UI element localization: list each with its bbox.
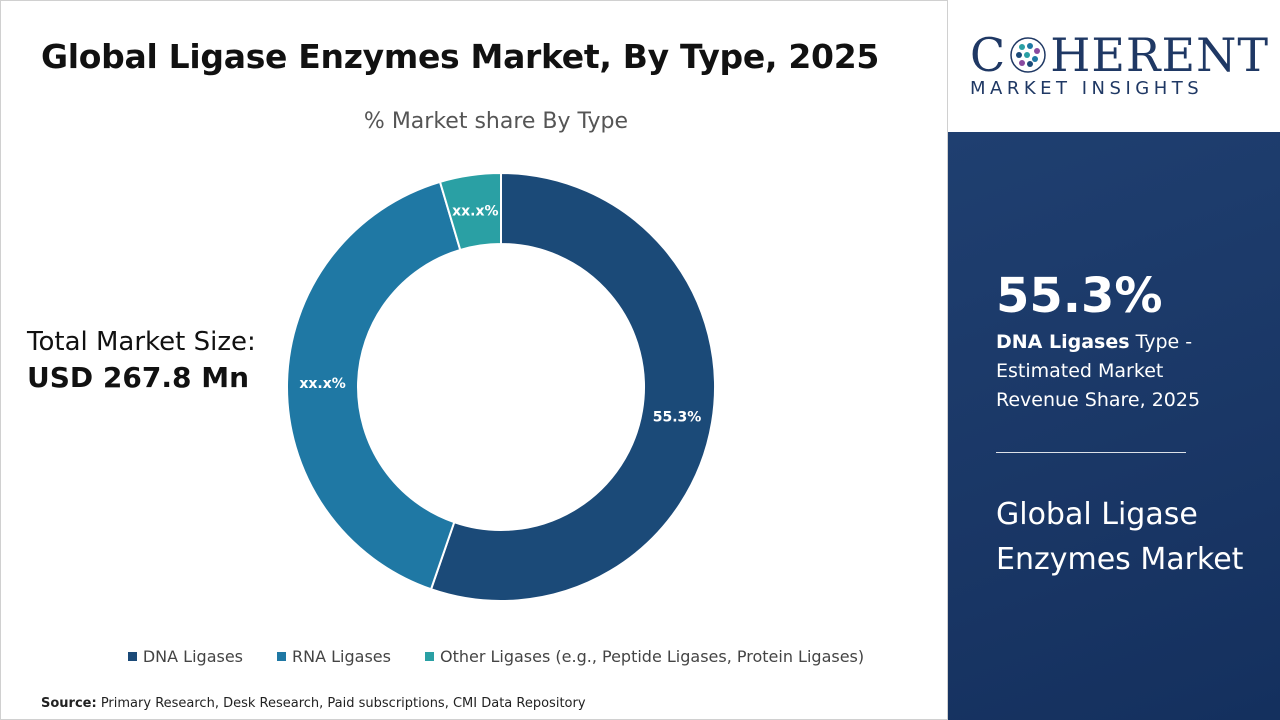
slice-label-rna: xx.x% <box>299 376 345 392</box>
logo-globe-icon <box>1010 37 1046 73</box>
donut-chart: 55.3% xx.x% xx.x% <box>286 171 716 602</box>
total-market-value: USD 267.8 Mn <box>27 361 250 394</box>
donut-slice-dna <box>429 171 716 602</box>
chart-title: Global Ligase Enzymes Market, By Type, 2… <box>41 37 880 76</box>
total-market-size: Total Market Size: USD 267.8 Mn <box>27 327 256 394</box>
legend-item-dna: DNA Ligases <box>127 647 244 666</box>
logo-letter-c: C <box>970 28 1007 82</box>
source-label: Source: <box>41 696 97 711</box>
highlight-description-text: Type - Estimated Market Revenue Share, 2… <box>996 331 1201 411</box>
highlight-percent: 55.3% <box>996 268 1163 324</box>
highlight-description: DNA Ligases Type - Estimated Market Reve… <box>996 328 1246 415</box>
donut-slice-rna <box>286 180 462 591</box>
logo-wordmark: C HERENT <box>970 28 1269 82</box>
source-note: Source: Primary Research, Desk Research,… <box>41 696 586 711</box>
chart-legend: DNA Ligases RNA Ligases Other Ligases (e.g… <box>1 647 991 666</box>
logo-tagline: MARKET INSIGHTS <box>970 78 1204 99</box>
total-market-label: Total Market Size: <box>27 327 256 357</box>
highlight-panel: 55.3% DNA Ligases Type - Estimated Marke… <box>948 132 1280 720</box>
side-panel: C HERENT MARKET INSIGHTS 55.3% DNA Ligas… <box>948 0 1280 720</box>
source-text: Primary Research, Desk Research, Paid su… <box>96 696 586 711</box>
legend-swatch <box>277 652 287 661</box>
donut-slice-other <box>438 171 502 252</box>
market-name: Global Ligase Enzymes Market <box>996 497 1244 577</box>
legend-item-other: Other Ligases (e.g., Peptide Ligases, Pr… <box>424 647 865 666</box>
panel-divider <box>996 452 1186 453</box>
chart-subtitle: % Market share By Type <box>363 109 629 134</box>
slice-label-other: xx.x% <box>452 203 498 219</box>
brand-logo: C HERENT MARKET INSIGHTS <box>948 0 1280 132</box>
chart-area: Global Ligase Enzymes Market, By Type, 2… <box>0 0 948 720</box>
slice-label-dna: 55.3% <box>653 410 702 426</box>
legend-label: Other Ligases (e.g., Peptide Ligases, Pr… <box>439 647 865 666</box>
legend-item-rna: RNA Ligases <box>277 647 391 666</box>
legend-label: RNA Ligases <box>292 647 391 666</box>
highlight-segment: DNA Ligases <box>996 331 1130 353</box>
legend-label: DNA Ligases <box>142 647 244 666</box>
logo-letters-herent: HERENT <box>1050 28 1270 82</box>
legend-swatch <box>127 652 137 661</box>
legend-swatch <box>424 652 434 661</box>
